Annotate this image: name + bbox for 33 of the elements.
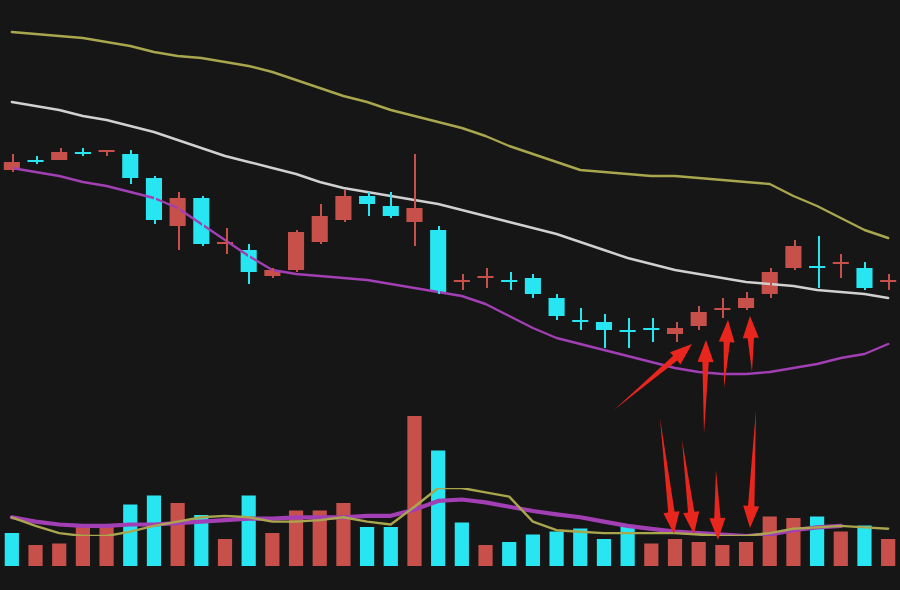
- candlestick: [27, 155, 44, 165]
- bar: [52, 543, 67, 566]
- bar: [170, 503, 185, 566]
- bar: [715, 545, 730, 566]
- bar: [881, 539, 896, 566]
- bar: [383, 527, 398, 566]
- bar: [857, 525, 872, 566]
- candlestick: [477, 267, 494, 289]
- candlestick: [406, 153, 423, 247]
- bar: [502, 542, 517, 566]
- bar: [431, 450, 446, 566]
- bar: [478, 545, 493, 566]
- bar: [691, 542, 706, 566]
- bar: [28, 545, 43, 566]
- candlestick: [856, 261, 873, 291]
- bar: [360, 527, 375, 566]
- bar: [241, 495, 256, 566]
- bar: [217, 539, 233, 566]
- bar: [4, 533, 19, 566]
- bar: [738, 542, 754, 566]
- bar: [146, 495, 162, 566]
- bar: [336, 503, 351, 566]
- bar: [525, 534, 540, 566]
- bar: [265, 533, 280, 566]
- bar: [596, 539, 612, 566]
- bar: [454, 522, 469, 566]
- bar: [667, 539, 683, 566]
- bar: [99, 525, 114, 566]
- bar: [833, 531, 848, 566]
- bar: [644, 543, 659, 566]
- bar: [407, 416, 422, 566]
- bar: [573, 528, 588, 566]
- bar: [549, 531, 564, 566]
